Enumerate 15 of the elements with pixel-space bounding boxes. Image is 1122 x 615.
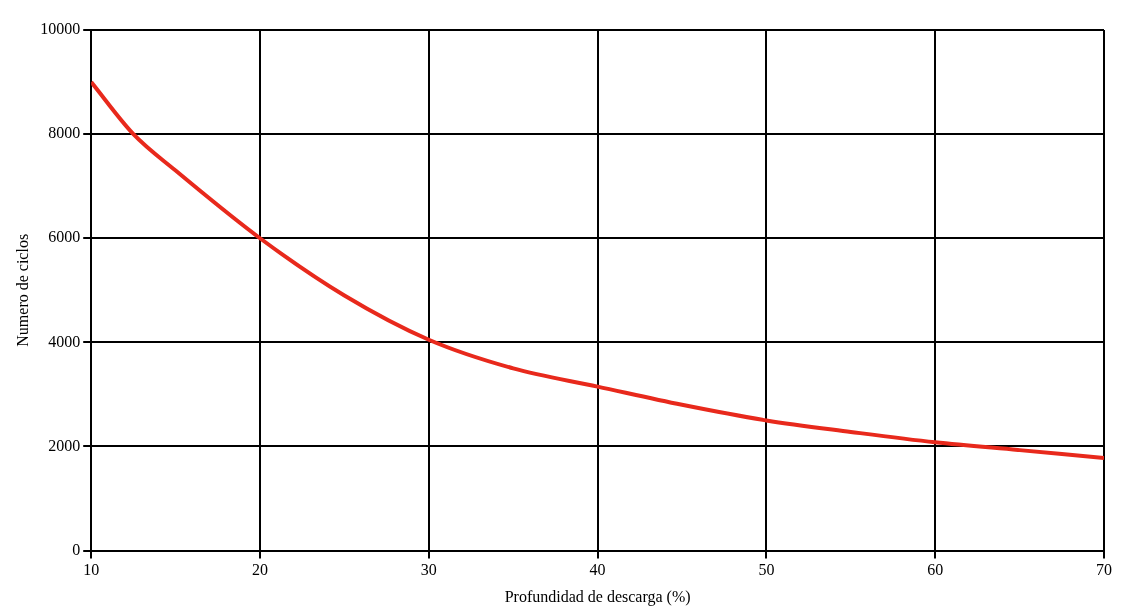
x-tick-label: 50 (758, 561, 775, 579)
y-tick-label: 0 (72, 540, 81, 558)
x-tick-label: 10 (83, 561, 100, 579)
x-tick-label: 70 (1096, 561, 1112, 579)
y-tick-label: 4000 (48, 332, 81, 350)
x-tick-label: 60 (927, 561, 944, 579)
y-tick-label: 8000 (48, 124, 81, 142)
y-tick-label: 10000 (40, 20, 81, 38)
x-tick-label: 20 (252, 561, 268, 579)
x-axis-title: Profundidad de descarga (%) (504, 587, 691, 606)
y-axis-title: Numero de ciclos (13, 233, 31, 347)
y-tick-label: 2000 (48, 436, 81, 454)
x-tick-label: 30 (420, 561, 437, 579)
y-tick-label: 6000 (48, 228, 81, 246)
x-tick-label: 40 (589, 561, 606, 579)
